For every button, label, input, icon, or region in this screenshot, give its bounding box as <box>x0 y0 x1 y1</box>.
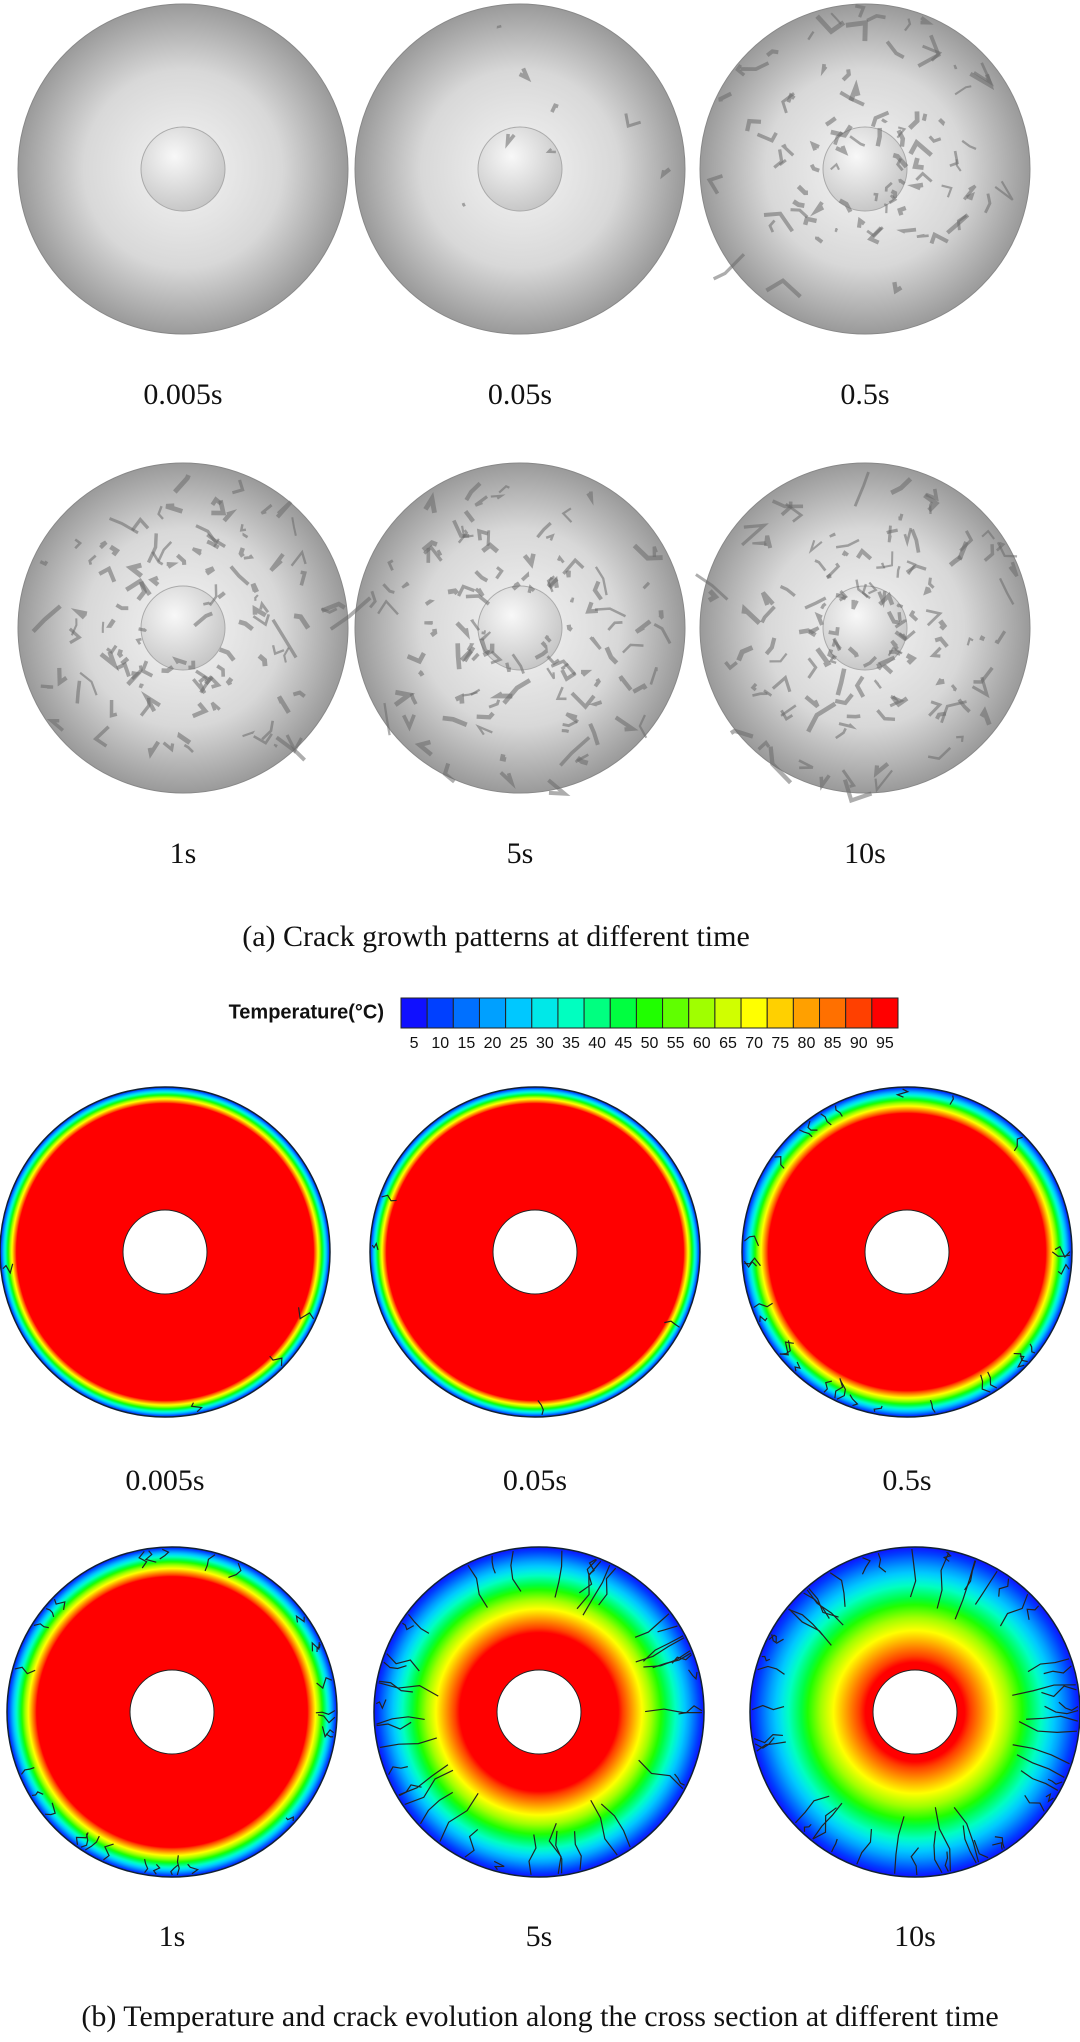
image-label: 0.005s <box>143 378 222 411</box>
image-label: 10s <box>844 837 886 870</box>
sphere-image <box>699 3 1031 335</box>
colorbar-tick-label: 75 <box>771 1035 789 1052</box>
colorbar-swatch <box>505 997 533 1029</box>
colorbar-swatch <box>426 997 454 1029</box>
colorbar-tick-label: 40 <box>588 1035 606 1052</box>
colorbar-swatch <box>819 997 847 1029</box>
colorbar-swatch <box>609 997 637 1029</box>
image-label: 0.5s <box>882 1464 931 1497</box>
colorbar-tick-label: 30 <box>536 1035 554 1052</box>
image-label: 1s <box>170 837 197 870</box>
colorbar-swatch <box>714 997 742 1029</box>
temperature-section <box>369 1086 701 1418</box>
image-label: 0.05s <box>503 1464 567 1497</box>
colorbar-tick-label: 50 <box>641 1035 659 1052</box>
caption-a: (a) Crack growth patterns at different t… <box>242 920 750 953</box>
colorbar-swatch <box>845 997 873 1029</box>
image-label: 0.5s <box>840 378 889 411</box>
colorbar-swatch <box>583 997 611 1029</box>
colorbar-swatch <box>871 997 899 1029</box>
colorbar-tick-label: 65 <box>719 1035 737 1052</box>
image-label: 1s <box>159 1920 186 1953</box>
colorbar-tick-label: 95 <box>876 1035 894 1052</box>
colorbar-tick-label: 5 <box>410 1035 419 1052</box>
image-label: 5s <box>526 1920 553 1953</box>
colorbar-title: Temperature(°C) <box>229 1001 384 1023</box>
caption-b: (b) Temperature and crack evolution alon… <box>81 2000 998 2033</box>
temperature-section <box>373 1546 705 1878</box>
colorbar-tick-label: 60 <box>693 1035 711 1052</box>
colorbar-tick-label: 90 <box>850 1035 868 1052</box>
colorbar-swatch <box>688 997 716 1029</box>
temperature-section <box>741 1086 1073 1418</box>
temperature-section <box>749 1546 1080 1878</box>
colorbar-tick-label: 45 <box>614 1035 632 1052</box>
image-label: 5s <box>507 837 534 870</box>
colorbar-tick-label: 25 <box>510 1035 528 1052</box>
colorbar-tick-label: 85 <box>824 1035 842 1052</box>
sphere-image <box>329 462 686 797</box>
colorbar-swatch <box>792 997 821 1029</box>
sphere-image <box>695 462 1031 804</box>
colorbar-tick-label: 35 <box>562 1035 580 1052</box>
colorbar-swatch <box>531 997 559 1029</box>
image-label: 10s <box>894 1920 936 1953</box>
sphere-image <box>17 462 349 794</box>
colorbar-tick-label: 20 <box>484 1035 502 1052</box>
colorbar-swatch <box>557 997 585 1029</box>
colorbar-swatch <box>740 997 768 1029</box>
colorbar-swatch <box>662 997 690 1029</box>
colorbar-tick-label: 15 <box>457 1035 475 1052</box>
colorbar-swatch <box>400 997 428 1029</box>
image-label: 0.005s <box>125 1464 204 1497</box>
colorbar-tick-label: 80 <box>798 1035 816 1052</box>
colorbar-tick-label: 70 <box>745 1035 763 1052</box>
temperature-section <box>6 1546 338 1878</box>
colorbar-tick-label: 55 <box>667 1035 685 1052</box>
colorbar-swatch <box>452 997 480 1029</box>
sphere-image <box>17 3 349 335</box>
colorbar-tick-label: 10 <box>431 1035 449 1052</box>
sphere-image <box>354 3 686 335</box>
image-label: 0.05s <box>488 378 552 411</box>
colorbar-swatch <box>766 997 794 1029</box>
colorbar-swatch <box>478 997 507 1029</box>
temperature-section <box>0 1086 331 1418</box>
colorbar-swatch <box>635 997 664 1029</box>
